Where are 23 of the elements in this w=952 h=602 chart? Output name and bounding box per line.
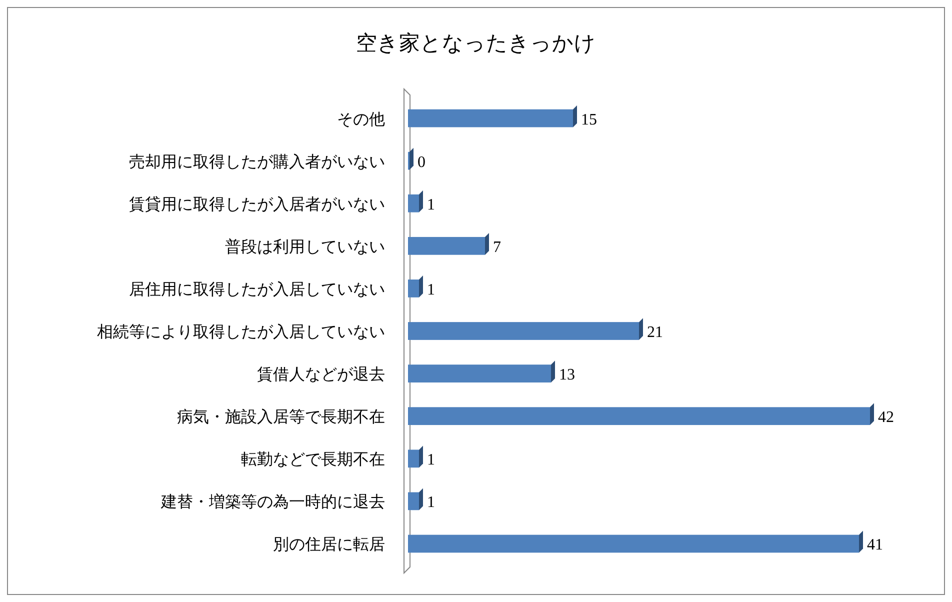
data-label: 15	[581, 111, 597, 128]
data-label: 41	[867, 536, 883, 554]
data-label: 21	[647, 324, 663, 341]
data-label: 13	[559, 366, 575, 384]
y-tick-label: 転勤などで長期不在	[241, 450, 385, 469]
data-label: 0	[418, 154, 426, 171]
y-tick-label: その他	[337, 111, 385, 128]
chart-title: 空き家となったきっかけ	[356, 31, 596, 55]
y-tick-label: 建替・増築等の為一時的に退去	[160, 493, 385, 512]
data-label: 7	[493, 238, 501, 256]
data-label: 1	[427, 494, 435, 512]
data-label: 1	[427, 196, 435, 214]
y-tick-label: 賃借人などが退去	[257, 366, 385, 384]
y-tick-label: 別の住居に転居	[273, 536, 385, 554]
y-tick-label: 賃貸用に取得したが入居者がいない	[129, 195, 385, 214]
y-tick-label: 普段は利用していない	[225, 238, 385, 256]
data-label: 1	[427, 281, 435, 298]
data-label: 1	[427, 452, 435, 469]
y-tick-label: 病気・施設入居等で長期不在	[177, 408, 385, 426]
y-tick-label: 売却用に取得したが購入者がいない	[129, 152, 385, 171]
y-tick-label: 居住用に取得したが入居していない	[129, 280, 385, 298]
y-tick-label: 相続等により取得したが入居していない	[97, 323, 385, 341]
data-label: 42	[878, 409, 894, 426]
